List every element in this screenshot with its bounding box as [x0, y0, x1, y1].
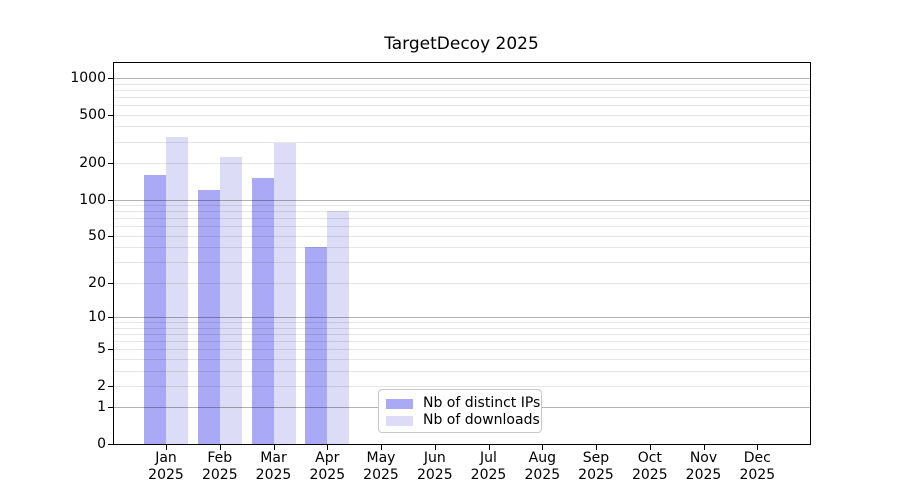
x-tick-mark — [542, 445, 544, 450]
x-tick-mark — [219, 445, 221, 450]
x-tick-mark — [757, 445, 759, 450]
x-tick-mark — [327, 445, 329, 450]
plot-area — [113, 62, 811, 445]
x-tick-label: Dec 2025 — [739, 450, 776, 483]
x-tick-label: Aug 2025 — [524, 450, 561, 483]
y-tick-label: 0 — [97, 436, 106, 452]
legend-label-downloads: Nb of downloads — [423, 412, 540, 428]
x-tick-mark — [649, 445, 651, 450]
bars-layer — [114, 63, 810, 444]
bar-distinct-ips — [144, 174, 166, 444]
legend-swatch-distinct-ips — [386, 398, 413, 409]
x-tick-mark — [488, 445, 490, 450]
y-tick-label: 200 — [79, 155, 106, 171]
x-tick-mark — [703, 445, 705, 450]
x-tick-mark — [273, 445, 275, 450]
y-tick-label: 100 — [79, 191, 106, 208]
x-tick-mark — [596, 445, 597, 450]
x-tick-label: Feb 2025 — [201, 450, 238, 483]
bar-downloads — [327, 211, 350, 444]
y-tick-label: 5 — [97, 341, 106, 358]
x-tick-label: Nov 2025 — [685, 450, 722, 483]
x-tick-label: Jan 2025 — [148, 450, 184, 483]
y-tick-label: 1 — [97, 399, 106, 416]
x-tick-label: Mar 2025 — [255, 450, 292, 483]
y-tick-label: 500 — [79, 106, 106, 123]
legend-row-distinct-ips: Nb of distinct IPs — [386, 395, 540, 412]
x-tick-label: May 2025 — [363, 450, 399, 483]
y-tick-label: 2 — [97, 377, 106, 394]
bar-downloads — [219, 156, 242, 444]
bar-distinct-ips — [305, 247, 328, 444]
legend-label-distinct-ips: Nb of distinct IPs — [423, 395, 541, 411]
y-tick-label: 50 — [88, 227, 106, 244]
bar-distinct-ips — [197, 189, 220, 444]
x-tick-mark — [166, 445, 167, 450]
legend-row-downloads: Nb of downloads — [386, 412, 540, 429]
x-tick-label: Jun 2025 — [416, 450, 453, 483]
x-tick-label: Jul 2025 — [470, 450, 507, 483]
bar-distinct-ips — [251, 178, 274, 444]
y-tick-label: 1000 — [70, 69, 106, 86]
legend: Nb of distinct IPs Nb of downloads — [378, 389, 542, 433]
bar-downloads — [166, 136, 188, 444]
x-tick-label: Oct 2025 — [631, 450, 668, 483]
chart-title: TargetDecoy 2025 — [384, 34, 539, 54]
x-tick-label: Apr 2025 — [309, 450, 346, 483]
y-tick-label: 20 — [88, 274, 106, 291]
x-tick-label: Sep 2025 — [578, 450, 614, 483]
bar-downloads — [273, 143, 296, 444]
x-tick-mark — [381, 445, 382, 450]
legend-swatch-downloads — [386, 415, 413, 426]
x-tick-mark — [434, 445, 436, 450]
y-tick-label: 10 — [88, 309, 106, 325]
